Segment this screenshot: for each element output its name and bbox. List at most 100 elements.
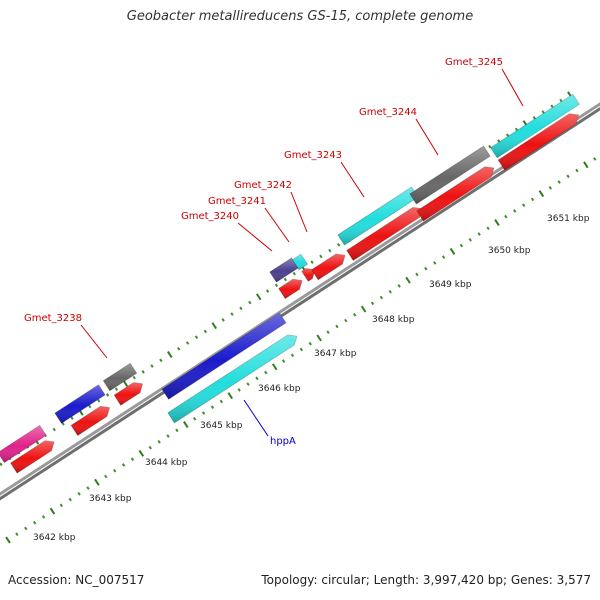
tick-minor <box>328 248 332 253</box>
gene-label-leader <box>80 324 108 359</box>
tick-minor <box>70 416 74 420</box>
tick-minor <box>310 260 314 264</box>
gene-4-inner-shade <box>167 334 297 423</box>
tick-minor <box>575 168 579 173</box>
gene-label[interactable]: Gmet_3241 <box>208 196 266 207</box>
gene-label[interactable]: Gmet_3238 <box>24 313 82 324</box>
tick-minor <box>52 427 56 432</box>
tick-minor <box>344 318 348 323</box>
tick-major <box>255 293 262 301</box>
inner-tick-track <box>5 157 597 544</box>
tick-major <box>183 421 189 429</box>
map-title: Geobacter metallireducens GS-15, complet… <box>126 9 474 24</box>
gene-label-leader <box>264 207 290 243</box>
backbone-line-inner <box>0 106 600 501</box>
tick-minor <box>292 271 296 276</box>
gene-1-inner-shade <box>10 440 55 474</box>
tick-minor <box>441 255 446 259</box>
gene-7-inner <box>311 253 346 281</box>
tick-minor <box>514 127 519 132</box>
scale-tick-label: 3648 kbp <box>372 315 415 325</box>
tick-major <box>271 363 278 371</box>
tick-major <box>138 449 145 457</box>
tick-minor <box>550 104 554 109</box>
scale-tick-label: 3651 kbp <box>547 214 590 224</box>
gene-label[interactable]: Gmet_3240 <box>181 211 239 222</box>
gene-label-leader <box>501 68 524 107</box>
tick-minor <box>264 370 268 375</box>
tick-minor <box>566 174 570 179</box>
tick-minor <box>388 289 392 294</box>
gene-4-inner <box>167 334 298 424</box>
tick-minor <box>379 295 384 300</box>
tick-minor <box>299 347 304 352</box>
tick-minor <box>505 133 510 137</box>
gene-7-inner-shade <box>311 254 346 280</box>
tick-minor <box>290 353 295 358</box>
gene-label-leader <box>237 222 273 252</box>
tick-minor <box>593 157 597 161</box>
backbone <box>0 102 600 501</box>
tick-minor <box>15 532 19 537</box>
tick-minor <box>255 376 259 381</box>
tick-minor <box>221 318 225 322</box>
tick-minor <box>157 440 161 444</box>
tick-minor <box>433 261 437 265</box>
tick-minor <box>105 393 110 397</box>
gene-label-leader <box>340 161 365 198</box>
tick-major <box>583 161 589 169</box>
gene-1-inner <box>10 440 55 474</box>
tick-minor <box>104 474 108 479</box>
tick-minor <box>370 301 375 306</box>
feature-label[interactable]: hppA <box>270 436 296 447</box>
tick-minor <box>237 388 241 392</box>
tick-minor <box>166 434 170 438</box>
tick-minor <box>541 110 545 114</box>
tick-minor <box>424 266 428 271</box>
tick-minor <box>59 503 63 508</box>
gene-label[interactable]: Gmet_3245 <box>445 57 503 68</box>
gene-6-inner-shade <box>301 268 315 282</box>
tick-minor <box>194 335 199 340</box>
tick-minor <box>265 289 270 293</box>
tick-minor <box>488 144 492 149</box>
gene-2-inner <box>70 405 111 437</box>
tick-minor <box>239 306 243 311</box>
tick-minor <box>193 416 197 421</box>
tick-minor <box>177 346 181 351</box>
tick-minor <box>468 237 472 242</box>
tick-minor <box>97 398 101 403</box>
tick-minor <box>337 243 341 247</box>
gene-10-outer-shade <box>490 94 580 158</box>
tick-minor <box>521 203 526 207</box>
gene-1-outer-shade <box>0 425 47 463</box>
gene-2-inner-shade <box>71 406 110 436</box>
gene-label[interactable]: Gmet_3244 <box>359 107 417 118</box>
scale-tick-label: 3649 kbp <box>429 280 472 290</box>
tick-minor <box>557 180 561 184</box>
gene-6-outer-shade <box>292 254 308 270</box>
gene-1-outer <box>0 424 47 464</box>
gene-label[interactable]: Gmet_3242 <box>234 180 292 191</box>
gene-9-inner <box>416 166 495 222</box>
tick-major <box>316 334 322 342</box>
gene-4-outer <box>161 312 287 400</box>
tick-minor <box>532 116 536 120</box>
gene-6-inner <box>301 268 316 282</box>
gene-label-leader <box>290 191 308 233</box>
gene-9-outer <box>409 145 491 205</box>
gene-3-outer <box>102 362 138 392</box>
gene-9-inner-shade <box>416 166 494 221</box>
gene-9-outer-shade <box>409 146 491 204</box>
tick-minor <box>246 382 250 386</box>
gene-2-outer <box>54 384 106 424</box>
tick-major <box>94 478 100 486</box>
backbone-line-outer <box>0 102 600 496</box>
gene-2-outer-shade <box>54 384 106 424</box>
tick-major <box>167 351 173 359</box>
tick-minor <box>175 428 179 433</box>
gene-label[interactable]: Gmet_3243 <box>284 150 342 161</box>
tick-major <box>494 218 500 226</box>
